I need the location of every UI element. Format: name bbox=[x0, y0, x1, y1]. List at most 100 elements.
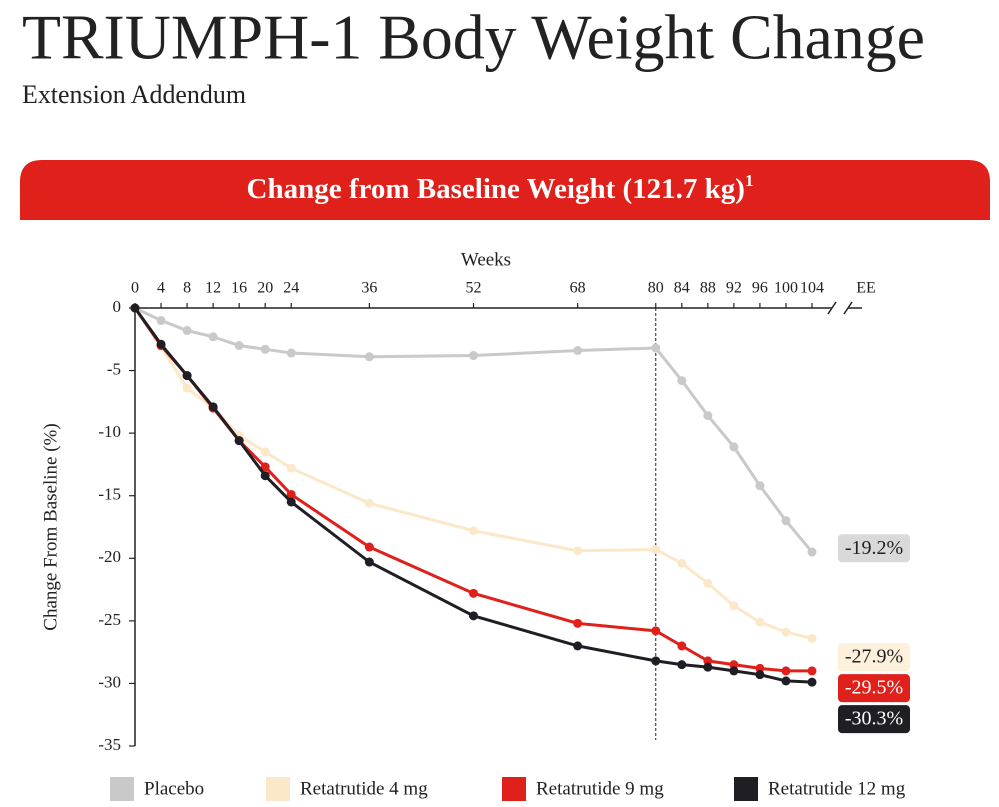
ee-label: -30.3% bbox=[838, 705, 910, 734]
x-tick-label: 92 bbox=[726, 280, 742, 297]
ee-label-box bbox=[838, 534, 910, 563]
data-point bbox=[260, 344, 270, 354]
data-point bbox=[755, 663, 765, 673]
data-point bbox=[677, 376, 687, 386]
data-point bbox=[781, 676, 791, 686]
data-point bbox=[755, 670, 765, 680]
ee-label-text: -27.9% bbox=[845, 646, 903, 668]
legend-swatch bbox=[266, 777, 290, 801]
x-tick-label: 12 bbox=[205, 280, 221, 297]
data-point bbox=[807, 633, 817, 643]
axis-break bbox=[827, 301, 837, 315]
ee-label-text: -19.2% bbox=[845, 537, 903, 559]
data-point bbox=[781, 666, 791, 676]
data-point bbox=[703, 578, 713, 588]
legend-swatch bbox=[502, 777, 526, 801]
ee-label: -27.9% bbox=[838, 643, 910, 672]
ee-label: -29.5% bbox=[838, 674, 910, 703]
data-point bbox=[182, 326, 192, 336]
data-point bbox=[469, 611, 478, 621]
legend-label: Retatrutide 4 mg bbox=[300, 778, 428, 799]
data-point bbox=[807, 547, 817, 557]
ee-label: -19.2% bbox=[838, 534, 910, 563]
y-tick-label: -25 bbox=[98, 610, 121, 629]
data-point bbox=[781, 516, 791, 526]
y-tick-label: 0 bbox=[113, 297, 122, 316]
data-point bbox=[364, 352, 374, 362]
x-tick-label: EE bbox=[856, 280, 876, 297]
data-point bbox=[286, 489, 296, 499]
data-point bbox=[729, 666, 739, 676]
data-point bbox=[286, 463, 296, 473]
x-tick-label: 80 bbox=[648, 280, 664, 297]
x-tick-label: 84 bbox=[674, 280, 690, 297]
chart-title: TRIUMPH-1 Body Weight Change bbox=[22, 2, 925, 73]
data-point bbox=[807, 666, 817, 676]
x-tick-label: 24 bbox=[283, 280, 299, 297]
data-point bbox=[807, 677, 817, 687]
data-point bbox=[573, 641, 583, 651]
data-point bbox=[651, 626, 661, 636]
banner bbox=[20, 160, 990, 220]
x-tick-label: 96 bbox=[752, 280, 768, 297]
y-tick-label: -15 bbox=[98, 485, 121, 504]
data-point bbox=[364, 498, 374, 508]
ee-label-box bbox=[838, 643, 910, 672]
x-tick-label: 36 bbox=[361, 280, 377, 297]
x-axis-label: Weeks bbox=[461, 249, 511, 270]
data-point bbox=[677, 558, 687, 568]
data-point bbox=[573, 346, 583, 356]
data-point bbox=[755, 617, 765, 627]
x-tick-label: 88 bbox=[700, 280, 716, 297]
x-tick-label: 8 bbox=[183, 280, 191, 297]
data-point bbox=[234, 436, 244, 446]
banner-text: Change from Baseline Weight (121.7 kg)1 bbox=[247, 171, 754, 205]
axis-break bbox=[843, 301, 853, 315]
data-point bbox=[651, 343, 661, 353]
data-point bbox=[651, 656, 661, 666]
x-tick-label: 68 bbox=[570, 280, 586, 297]
data-point bbox=[208, 332, 218, 342]
data-point bbox=[130, 303, 140, 313]
data-point bbox=[182, 371, 192, 381]
ee-label-text: -29.5% bbox=[845, 677, 903, 699]
data-point bbox=[469, 351, 478, 361]
chart-subtitle: Extension Addendum bbox=[22, 80, 246, 109]
x-tick-label: 104 bbox=[800, 280, 824, 297]
data-point bbox=[156, 316, 166, 326]
data-point bbox=[260, 447, 270, 457]
legend-label: Retatrutide 12 mg bbox=[768, 778, 906, 799]
series-line bbox=[133, 307, 813, 684]
data-point bbox=[156, 339, 166, 349]
data-point bbox=[469, 588, 478, 598]
y-tick-label: -35 bbox=[98, 735, 121, 754]
y-tick-label: -20 bbox=[98, 547, 121, 566]
data-point bbox=[260, 471, 270, 481]
banner-note: 1 bbox=[745, 171, 754, 190]
data-point bbox=[182, 383, 192, 393]
legend-swatch bbox=[110, 777, 134, 801]
data-point bbox=[703, 411, 713, 421]
x-tick-label: 100 bbox=[774, 280, 798, 297]
x-tick-label: 20 bbox=[257, 280, 273, 297]
banner-title: Change from Baseline Weight (121.7 kg) bbox=[247, 173, 745, 205]
data-point bbox=[703, 656, 713, 666]
data-point bbox=[286, 348, 296, 358]
y-tick-label: -10 bbox=[98, 422, 121, 441]
ee-label-box bbox=[838, 674, 910, 703]
x-tick-label: 4 bbox=[157, 280, 165, 297]
data-point bbox=[469, 526, 478, 536]
ee-label-text: -30.3% bbox=[845, 708, 903, 730]
legend-swatch bbox=[734, 777, 758, 801]
data-point bbox=[781, 627, 791, 637]
x-tick-label: 52 bbox=[466, 280, 482, 297]
data-point bbox=[573, 546, 583, 556]
data-point bbox=[651, 545, 661, 555]
ee-label-box bbox=[838, 705, 910, 734]
data-point bbox=[729, 601, 739, 611]
data-point bbox=[364, 557, 374, 567]
data-point bbox=[755, 481, 765, 491]
legend-label: Retatrutide 9 mg bbox=[536, 778, 664, 799]
y-tick-label: -5 bbox=[107, 359, 121, 378]
